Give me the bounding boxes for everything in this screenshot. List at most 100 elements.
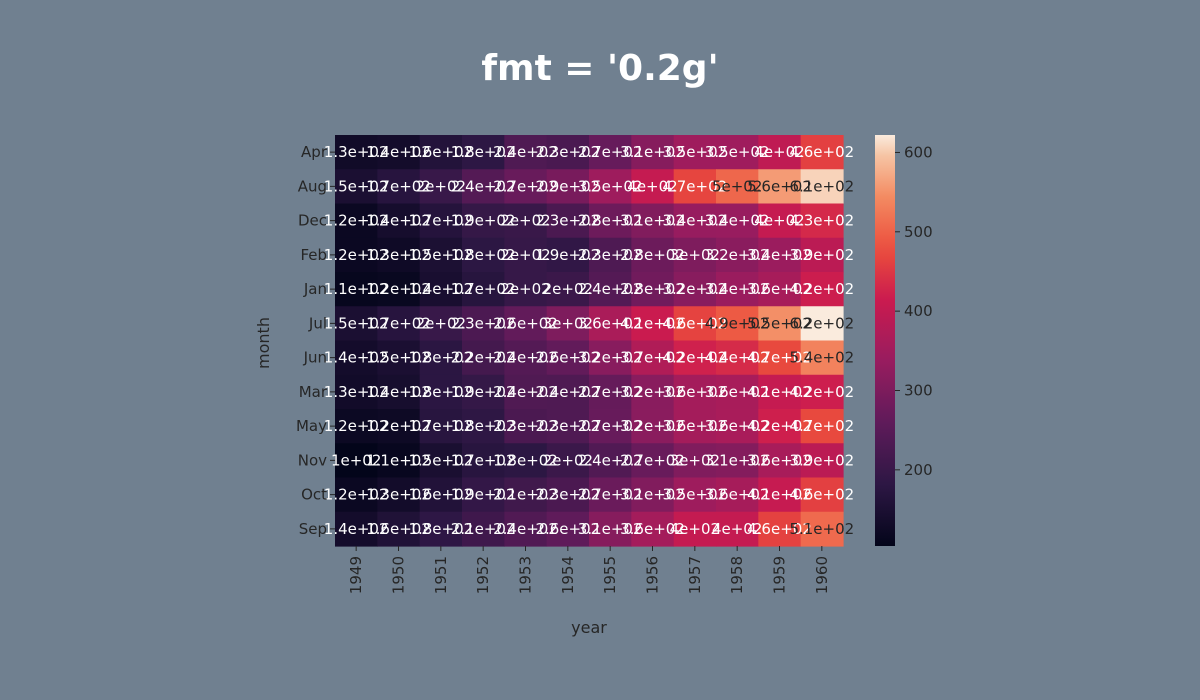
cell-annotation: 3e+02 — [543, 314, 593, 332]
heatmap-cell — [377, 169, 421, 205]
cell-annotation: 5e+02 — [712, 177, 762, 195]
cell-annotation: 3.2e+02 — [620, 417, 685, 435]
heatmap-cell — [504, 272, 548, 307]
heatmap-cell — [462, 169, 505, 205]
heatmap-cell — [377, 477, 421, 513]
cell-annotation: 1.1e+02 — [366, 451, 431, 469]
heatmap-cell — [800, 374, 844, 410]
cell-annotation: 4.2e+02 — [789, 280, 854, 298]
cell-annotation: 1.9e+02 — [451, 383, 516, 401]
cell-annotation: 3.6e+02 — [747, 280, 812, 298]
heatmap-cell — [419, 443, 463, 479]
heatmap-cell — [631, 237, 675, 273]
cell-annotation: 2.4e+02 — [493, 349, 558, 367]
cell-annotation: 1e+02 — [331, 451, 381, 469]
heatmap-cell — [589, 306, 632, 342]
cell-annotation: 3.5e+02 — [662, 486, 727, 504]
y-tick-label: Sep — [299, 520, 327, 538]
heatmap-cell — [377, 511, 421, 547]
heatmap-cell — [758, 374, 802, 410]
heatmap-cell — [716, 237, 759, 273]
heatmap-cell — [589, 443, 632, 479]
colorbar-tick-label: 400 — [904, 302, 933, 320]
heatmap-cell — [716, 477, 759, 513]
heatmap-cells — [335, 135, 844, 547]
heatmap-cell — [758, 409, 802, 444]
cell-annotation: 2e+02 — [500, 280, 550, 298]
heatmap-cell — [377, 272, 421, 307]
cell-annotation: 4.7e+02 — [662, 177, 727, 195]
y-tick-label: Jan — [303, 280, 327, 298]
heatmap-cell — [462, 409, 505, 444]
heatmap-cell — [504, 340, 548, 376]
cell-annotation: 5.5e+02 — [747, 314, 812, 332]
cell-annotation: 3.6e+02 — [662, 383, 727, 401]
heatmap-cell — [546, 272, 590, 307]
cell-annotation: 3.6e+02 — [705, 486, 770, 504]
y-tick-label: Jul — [308, 314, 327, 332]
colorbar-ticks: 200 300 400 500 600 — [895, 143, 933, 479]
y-tick-label: Nov — [298, 451, 327, 469]
cell-annotation: 1.1e+02 — [324, 280, 389, 298]
cell-annotation: 1.5e+02 — [324, 177, 389, 195]
heatmap-cell — [504, 511, 548, 547]
cell-annotation: 4.1e+02 — [620, 314, 685, 332]
heatmap-cell — [546, 237, 590, 273]
heatmap-cell — [800, 203, 844, 239]
cell-annotation: 2.4e+02 — [535, 383, 600, 401]
cell-annotation: 1.6e+02 — [408, 486, 473, 504]
heatmap-cell — [800, 169, 844, 205]
cell-annotation: 3.1e+02 — [578, 520, 643, 538]
heatmap-cell — [504, 374, 548, 410]
cell-annotation: 2e+02 — [416, 177, 466, 195]
heatmap-cell — [462, 443, 505, 479]
x-tick-label: 1956 — [644, 556, 662, 594]
cell-annotation: 3.6e+02 — [620, 520, 685, 538]
heatmap-cell — [462, 477, 505, 513]
cell-annotation: 2.7e+02 — [493, 177, 558, 195]
heatmap-cell — [335, 169, 378, 205]
cell-annotation: 4e+02 — [754, 143, 804, 161]
heatmap-cell — [419, 135, 463, 170]
cell-annotation: 2.4e+02 — [578, 451, 643, 469]
cell-annotation: 2.4e+02 — [493, 383, 558, 401]
heatmap-cell — [377, 374, 421, 410]
heatmap-cell — [377, 306, 421, 342]
cell-annotation: 3.4e+02 — [705, 212, 770, 230]
cell-annotation: 6.2e+02 — [789, 314, 854, 332]
cell-annotation: 2.3e+02 — [535, 486, 600, 504]
heatmap-cell — [335, 477, 378, 513]
heatmap-cell — [419, 272, 463, 307]
heatmap-cell — [673, 272, 717, 307]
heatmap-cell — [377, 135, 421, 170]
heatmap-cell — [800, 409, 844, 444]
cell-annotation: 2e+02 — [543, 280, 593, 298]
heatmap-cell — [462, 511, 505, 547]
heatmap-cell — [631, 203, 675, 239]
x-tick-label: 1960 — [813, 556, 831, 594]
heatmap-cell — [758, 306, 802, 342]
heatmap-cell — [758, 511, 802, 547]
heatmap-cell — [504, 135, 548, 170]
heatmap-cell — [546, 374, 590, 410]
heatmap-cell — [377, 340, 421, 376]
heatmap-cell — [800, 477, 844, 513]
cell-annotation: 2e+02 — [500, 212, 550, 230]
heatmap-cell — [631, 374, 675, 410]
colorbar-tick-label: 200 — [904, 461, 933, 479]
cell-annotation: 2e+02 — [543, 451, 593, 469]
cell-annotation: 1.7e+02 — [408, 417, 473, 435]
heatmap-cell — [335, 340, 378, 376]
cell-annotation: 5.4e+02 — [789, 349, 854, 367]
y-tick-label: Dec — [298, 212, 327, 230]
heatmap-cell — [758, 272, 802, 307]
cell-annotation: 3.9e+02 — [789, 451, 854, 469]
heatmap-cell — [546, 409, 590, 444]
cell-annotation: 3.6e+02 — [705, 417, 770, 435]
heatmap-cell — [673, 443, 717, 479]
cell-annotation: 3.1e+02 — [620, 143, 685, 161]
heatmap-cell — [462, 340, 505, 376]
heatmap-cell — [673, 511, 717, 547]
y-tick-label: Aug — [298, 177, 327, 195]
x-axis-label: year — [571, 618, 607, 637]
